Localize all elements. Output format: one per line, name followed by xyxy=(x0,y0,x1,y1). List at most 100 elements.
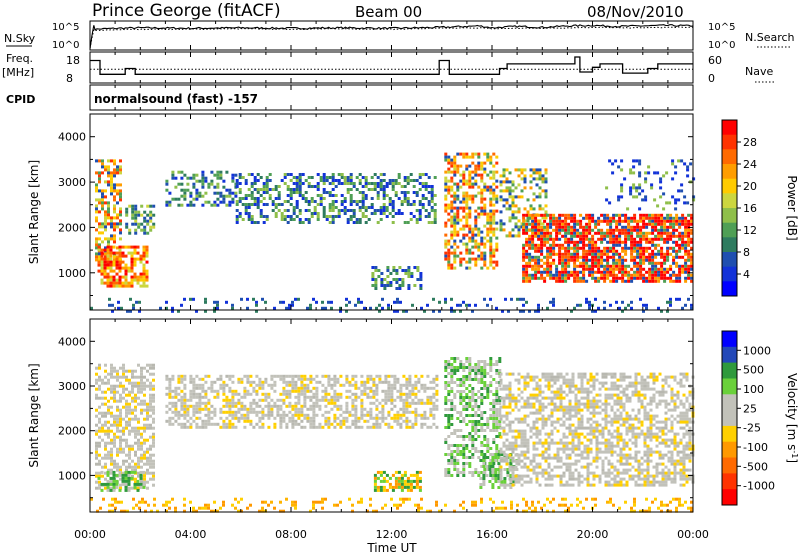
range-cell xyxy=(328,176,332,179)
range-cell xyxy=(322,182,326,185)
range-cell xyxy=(103,275,107,279)
range-cell xyxy=(297,392,301,396)
range-cell xyxy=(149,426,152,430)
range-cell xyxy=(143,216,147,220)
range-cell xyxy=(399,392,403,396)
range-cell xyxy=(681,234,685,238)
range-cell xyxy=(216,173,220,177)
range-cell xyxy=(152,408,155,412)
range-cell xyxy=(374,269,378,272)
range-cell xyxy=(497,477,501,480)
range-cell xyxy=(465,405,469,408)
range-cell xyxy=(447,447,451,450)
range-cell xyxy=(672,249,676,253)
range-cell xyxy=(666,240,670,244)
range-cell xyxy=(492,227,496,231)
range-cell xyxy=(462,444,466,447)
range-cell xyxy=(594,279,598,283)
range-cell xyxy=(231,191,235,195)
range-cell xyxy=(684,246,688,250)
range-cell xyxy=(339,395,343,399)
range-cell xyxy=(624,252,628,256)
range-cell xyxy=(360,410,364,414)
range-cell xyxy=(407,275,411,278)
range-cell xyxy=(413,266,417,269)
range-cell xyxy=(657,231,661,235)
range-cell xyxy=(502,180,506,184)
range-cell xyxy=(264,377,268,381)
range-cell xyxy=(128,204,132,208)
range-cell xyxy=(549,234,553,238)
range-cell xyxy=(576,246,580,250)
range-cell xyxy=(118,473,122,477)
range-cell xyxy=(462,381,466,384)
range-cell xyxy=(639,297,642,301)
range-cell xyxy=(104,396,107,400)
range-cell xyxy=(433,209,437,212)
range-cell xyxy=(544,192,548,196)
range-cell xyxy=(343,209,347,212)
range-cell xyxy=(286,188,290,191)
range-cell xyxy=(145,278,149,282)
range-cell xyxy=(104,465,107,469)
range-cell xyxy=(210,179,214,183)
range-cell xyxy=(471,245,475,249)
range-cell xyxy=(403,473,407,477)
range-cell xyxy=(375,407,379,411)
range-cell xyxy=(659,186,663,190)
range-cell xyxy=(282,380,286,384)
range-cell xyxy=(119,441,122,445)
range-cell xyxy=(364,185,368,188)
range-cell xyxy=(495,381,499,384)
range-cell xyxy=(201,383,205,387)
range-cell xyxy=(615,264,619,268)
range-cell xyxy=(474,242,478,246)
range-cell xyxy=(456,185,460,189)
range-cell xyxy=(549,261,553,265)
range-cell xyxy=(397,176,401,179)
range-cell xyxy=(122,405,125,409)
range-cell xyxy=(152,483,155,487)
range-cell xyxy=(471,393,475,396)
range-cell xyxy=(459,185,463,189)
range-cell xyxy=(303,395,307,399)
range-cell xyxy=(118,470,122,474)
range-cell xyxy=(608,159,612,163)
range-cell xyxy=(450,444,454,447)
range-cell xyxy=(222,398,226,402)
range-cell xyxy=(411,383,415,387)
range-cell xyxy=(597,219,601,223)
range-cell xyxy=(149,363,152,367)
range-cell xyxy=(564,249,568,253)
cpid-value: normalsound (fast) -157 xyxy=(94,92,258,106)
range-cell xyxy=(213,306,216,310)
range-cell xyxy=(393,413,397,417)
range-cell xyxy=(514,168,518,172)
range-cell xyxy=(615,243,619,247)
range-cell xyxy=(101,438,104,442)
range-cell xyxy=(462,170,466,174)
range-cell xyxy=(106,248,110,252)
range-cell xyxy=(355,176,359,179)
range-cell xyxy=(651,213,655,217)
range-cell xyxy=(128,462,131,466)
range-cell xyxy=(552,228,556,232)
range-cell xyxy=(419,287,423,290)
range-cell xyxy=(537,231,541,235)
range-cell xyxy=(286,215,290,218)
range-cell xyxy=(645,237,649,241)
range-cell xyxy=(650,183,654,187)
range-cell xyxy=(387,374,391,378)
range-cell xyxy=(149,381,152,385)
range-cell xyxy=(564,213,568,217)
range-cell xyxy=(333,416,337,420)
range-cell xyxy=(388,485,392,489)
range-cell xyxy=(378,380,382,384)
range-cell xyxy=(285,395,289,399)
range-cell xyxy=(409,179,413,182)
range-cell xyxy=(98,486,101,490)
range-cell xyxy=(600,255,604,259)
range-cell xyxy=(651,228,655,232)
range-cell xyxy=(471,387,475,390)
range-cell xyxy=(98,405,101,409)
